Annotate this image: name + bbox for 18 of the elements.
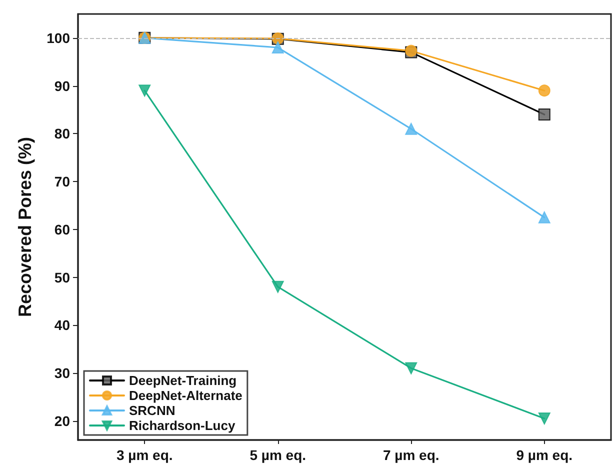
y-tick-label: 20 <box>54 412 70 429</box>
legend-label: SRCNN <box>129 403 176 418</box>
y-tick-label: 70 <box>54 174 70 190</box>
y-tick-label: 80 <box>54 126 70 142</box>
y-tick-label: 60 <box>54 221 70 238</box>
y-tick-label: 100 <box>46 30 70 46</box>
x-tick-label: 7 µm eq. <box>382 447 440 463</box>
x-tick-label: 9 µm eq. <box>516 447 573 463</box>
y-tick-label: 30 <box>54 364 70 381</box>
y-axis-title: Recovered Pores (%) <box>15 136 35 318</box>
y-tick-label: 40 <box>54 317 70 334</box>
legend-label: Richardson-Lucy <box>129 418 236 433</box>
x-tick-label: 3 µm eq. <box>116 447 173 463</box>
legend-label: DeepNet-Training <box>129 373 237 388</box>
legend-label: DeepNet-Alternate <box>129 388 242 403</box>
y-tick-label: 50 <box>54 269 70 286</box>
x-tick-label: 5 µm eq. <box>250 447 306 463</box>
y-tick-label: 90 <box>54 78 70 94</box>
